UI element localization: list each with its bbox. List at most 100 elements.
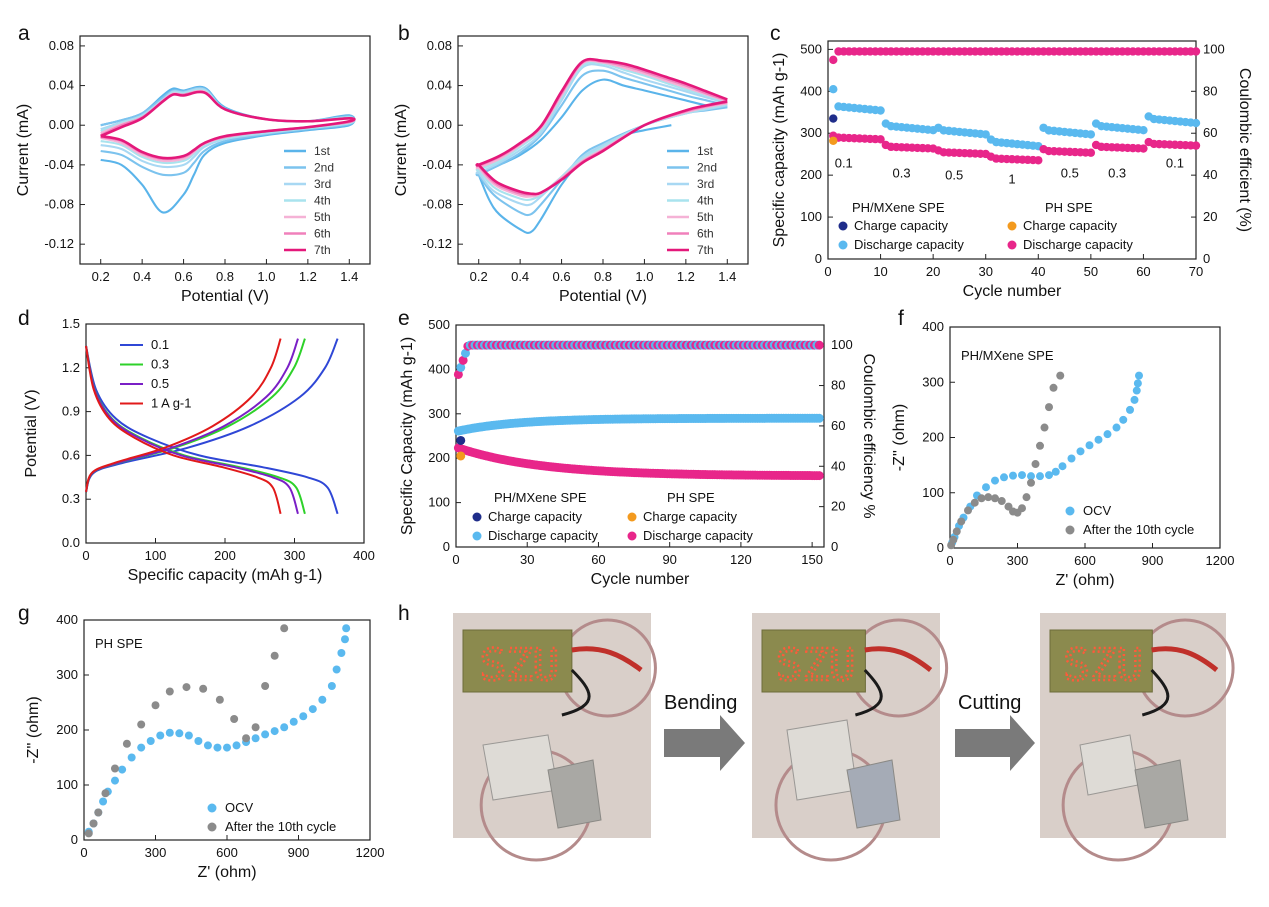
x-tick-label: 0.2 [92,269,110,284]
x-tick-label: 300 [284,548,306,563]
eis-point-after [242,734,251,743]
led-board [761,629,866,693]
y2-axis-label: Coulombic efficient (%) [1236,68,1253,232]
sample-label: PH SPE [95,636,143,651]
legend-label: 3rd [314,177,331,191]
eis-point-ocv [1000,473,1008,482]
y2-tick-label: 20 [1203,209,1217,224]
eis-point-ocv [1103,430,1112,439]
panel-letter-e: e [398,307,410,330]
photo-illustration: SZU [1040,613,1235,862]
legend-label: 1st [697,144,714,158]
y2-tick-label: 100 [1203,41,1225,56]
wire-red [1151,646,1219,672]
eis-point-after [261,682,270,690]
x-tick-label: 50 [1084,264,1098,279]
eis-point-after [1031,460,1040,469]
rate-label: 0.1 [835,156,853,171]
y-axis-label: -Z'' (ohm) [891,404,908,471]
ph-discharge-point [1191,141,1201,150]
x-tick-label: 1.4 [718,269,736,284]
y-tick-label: 200 [428,450,450,465]
discharge-curve-1 A g-1 [85,345,282,515]
eis-point-ocv [184,731,193,740]
ph-charge-point [829,136,838,145]
eis-point-ocv [1051,467,1060,476]
y-tick-label: 500 [800,41,822,56]
eis-point-ocv [327,682,336,690]
y-tick-label: 1.5 [62,316,80,331]
eis-point-ocv [1067,454,1076,463]
eis-point-after [251,723,260,732]
eis-point-after [997,497,1006,506]
y-tick-label: 400 [56,612,78,627]
x-tick-label: 0 [452,552,459,567]
y-tick-label: -0.08 [422,197,452,212]
y2-tick-label: 40 [1203,167,1217,182]
y-axis-label: Specific capacity (mAh g-1) [771,53,788,248]
eis-point-after [949,535,958,544]
battery-pouch [547,759,602,829]
eis-point-ocv [203,741,212,750]
panel-letter-b: b [398,22,410,45]
x-tick-label: 150 [801,552,823,567]
eis-point-ocv [337,649,346,657]
rate-label: 0.3 [893,165,911,180]
eis-point-after [957,517,966,526]
wire-red [571,646,643,672]
x-tick-label: 300 [1007,553,1029,568]
eis-point-after [991,494,999,503]
x-tick-label: 0 [80,845,87,860]
legend-label: Charge capacity [854,218,948,233]
legend-label: 4th [697,194,714,208]
legend-label: 1st [314,144,331,158]
eis-point-ocv [156,731,165,740]
legend-label: 6th [314,227,331,241]
y-tick-label: 100 [56,777,78,792]
legend-marker [472,512,482,522]
legend-label: OCV [225,800,254,815]
x-tick-label: 0.4 [511,269,529,284]
rate-label: 0.5 [1061,165,1079,180]
y2-tick-label: 60 [1203,125,1217,140]
eis-point-after [1056,371,1065,380]
eis-point-ocv [332,665,341,674]
photo-illustration: SZU [453,613,657,862]
x-axis-label: Cycle number [591,571,690,588]
x-tick-label: 0.6 [175,269,193,284]
legend-group-pm: PH/MXene SPE [494,490,587,505]
discharge-curve-0.1 [85,345,339,515]
y-tick-label: 400 [800,83,822,98]
wire-black [1141,668,1170,717]
eis-point-ocv [232,741,241,750]
rate-label: 0.3 [1108,165,1126,180]
ph-discharge-point [1139,144,1148,153]
eis-point-ocv [318,695,327,704]
discharge-curve-0.5 [85,345,299,515]
legend-label: Discharge capacity [1023,237,1133,252]
x-tick-label: 20 [926,264,940,279]
x-tick-label: 0.8 [594,269,612,284]
y-axis-label: Current (mA) [393,104,410,196]
x-tick-label: 60 [1136,264,1150,279]
pm-discharge-point [1139,126,1148,135]
rate-label: 0.5 [945,167,963,182]
x-axis-label: Z' (ohm) [197,864,256,881]
legend-marker [1007,240,1017,250]
eis-point-ocv [1126,405,1134,414]
legend-label: OCV [1083,503,1112,518]
x-axis-label: Z' (ohm) [1055,572,1114,589]
cutting-label: Cutting [958,692,1022,714]
charge-curve-0.1 [85,338,339,493]
eis-point-ocv [127,753,136,762]
y-tick-label: 400 [428,361,450,376]
eis-point-ocv [1130,395,1139,404]
x-tick-label: 1.4 [340,269,358,284]
legend-label: 3rd [697,177,714,191]
eis-point-ocv [308,705,317,714]
efficiency-point [460,348,470,358]
y-tick-label: 0 [937,540,944,555]
ph-charge-point [456,451,466,461]
led-text: SZU [1063,640,1142,691]
x-axis-label: Specific capacity (mAh g-1) [128,567,323,584]
